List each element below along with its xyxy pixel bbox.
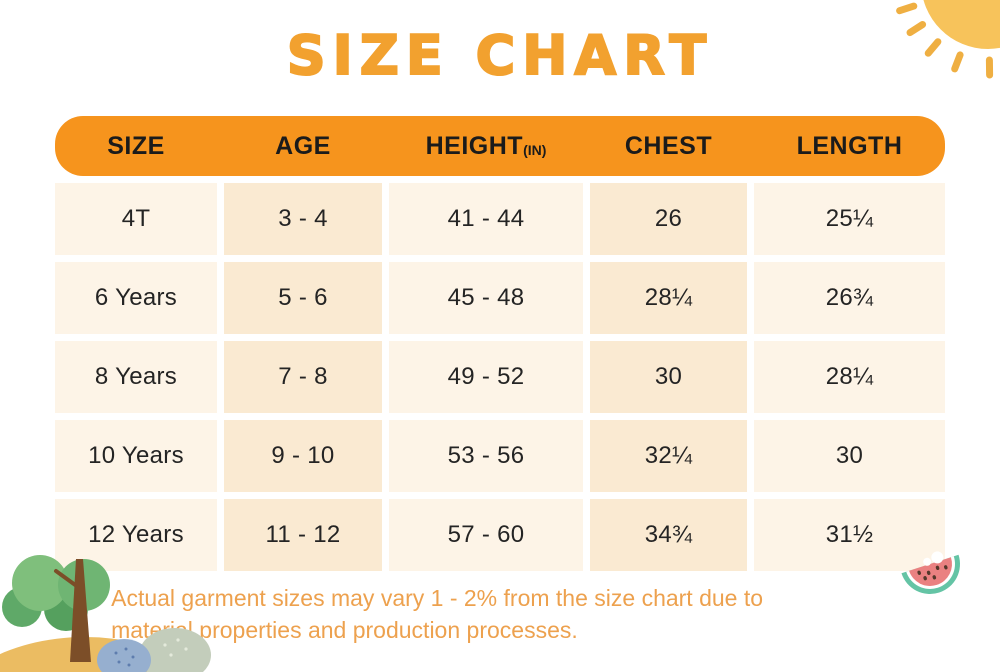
cell-length: 28¼ [754, 341, 945, 413]
cell-chest: 34¾ [590, 499, 747, 571]
cell-height: 53 - 56 [389, 420, 583, 492]
column-header-length: LENGTH [796, 131, 903, 160]
cell-height: 49 - 52 [389, 341, 583, 413]
cell-length: 31½ [754, 499, 945, 571]
cell-length: 26¾ [754, 262, 945, 334]
table-row: 8 Years 7 - 8 49 - 52 30 28¼ [55, 341, 945, 413]
cell-age: 5 - 6 [224, 262, 382, 334]
cell-chest: 30 [590, 341, 747, 413]
table-row: 10 Years 9 - 10 53 - 56 32¼ 30 [55, 420, 945, 492]
size-chart-table: SIZE AGE HEIGHT (IN) CHEST LENGTH 4T 3 - … [55, 116, 945, 571]
table-row: 6 Years 5 - 6 45 - 48 28¼ 26¾ [55, 262, 945, 334]
table-body: 4T 3 - 4 41 - 44 26 25¼ 6 Years 5 - 6 45… [55, 183, 945, 571]
cell-age: 11 - 12 [224, 499, 382, 571]
cell-chest: 32¼ [590, 420, 747, 492]
footnote-line-1: Actual garment sizes may vary 1 - 2% fro… [111, 585, 764, 611]
table-header-row: SIZE AGE HEIGHT (IN) CHEST LENGTH [55, 116, 945, 176]
cell-age: 9 - 10 [224, 420, 382, 492]
column-header-age: AGE [275, 131, 331, 160]
column-header-chest: CHEST [624, 131, 713, 160]
cell-height: 41 - 44 [389, 183, 583, 255]
asterisk: ∗ [84, 585, 105, 612]
cell-size: 4T [55, 183, 217, 255]
cell-height: 57 - 60 [389, 499, 583, 571]
cell-height: 45 - 48 [389, 262, 583, 334]
cell-size: 6 Years [55, 262, 217, 334]
cell-length: 25¼ [754, 183, 945, 255]
cell-size: 10 Years [55, 420, 217, 492]
cell-size: 8 Years [55, 341, 217, 413]
cell-chest: 26 [590, 183, 747, 255]
footnote: ∗ Actual garment sizes may vary 1 - 2% f… [84, 582, 824, 646]
footnote-line-2: material properties and production proce… [111, 617, 578, 643]
table-row: 4T 3 - 4 41 - 44 26 25¼ [55, 183, 945, 255]
cell-size: 12 Years [55, 499, 217, 571]
footnote-text: Actual garment sizes may vary 1 - 2% fro… [111, 582, 763, 646]
cell-length: 30 [754, 420, 945, 492]
column-header-height: HEIGHT (IN) [425, 131, 547, 160]
cell-age: 3 - 4 [224, 183, 382, 255]
page-title: SIZE CHART [286, 23, 714, 88]
column-header-size: SIZE [107, 131, 165, 160]
height-unit-label: (IN) [523, 141, 547, 158]
cell-chest: 28¼ [590, 262, 747, 334]
table-row: 12 Years 11 - 12 57 - 60 34¾ 31½ [55, 499, 945, 571]
cell-age: 7 - 8 [224, 341, 382, 413]
